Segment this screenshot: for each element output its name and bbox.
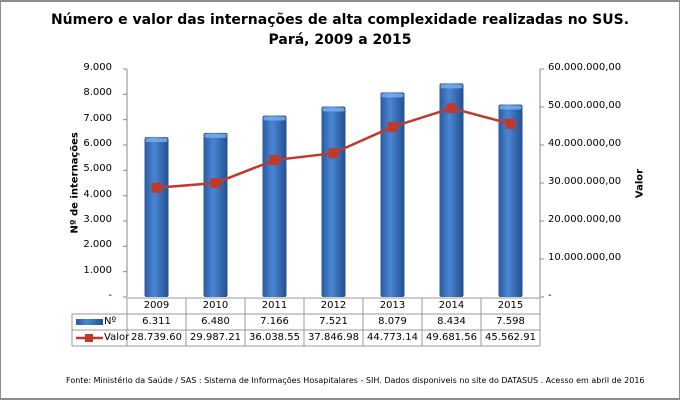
category-label: 2015 <box>497 300 524 311</box>
left-tick-label: 4.000 <box>83 188 112 200</box>
data-label-n: 8.434 <box>437 316 466 327</box>
data-label-n: 8.079 <box>378 316 407 327</box>
left-tick-label: 7.000 <box>83 112 112 124</box>
legend-marker-icon <box>85 334 93 342</box>
bar-2012 <box>321 106 346 297</box>
bar-highlight <box>499 105 522 110</box>
valor-marker-2012 <box>328 148 339 159</box>
legend-label-n: Nº <box>104 316 117 327</box>
legend-bar-icon <box>76 319 103 325</box>
bar-highlight <box>204 133 227 138</box>
right-tick-label: 30.000.000,00 <box>548 176 622 187</box>
bar-2015 <box>498 104 523 297</box>
category-label: 2011 <box>261 300 288 311</box>
category-label: 2009 <box>143 300 170 311</box>
valor-marker-2014 <box>446 103 457 114</box>
left-tick-label: - <box>108 290 112 301</box>
right-tick-label: 40.000.000,00 <box>548 138 622 149</box>
valor-marker-2010 <box>210 178 221 189</box>
left-tick-label: 2.000 <box>83 239 112 251</box>
valor-marker-2013 <box>387 121 398 132</box>
data-label-n: 7.166 <box>260 316 289 327</box>
data-label-n: 7.521 <box>319 316 348 327</box>
valor-marker-2015 <box>505 118 516 129</box>
left-tick-label: 3.000 <box>83 214 112 225</box>
bar-2013 <box>380 92 405 297</box>
bar-highlight <box>322 107 345 112</box>
bar-highlight <box>381 93 404 98</box>
bar-highlight <box>145 138 168 143</box>
left-tick-label: 1.000 <box>83 264 112 276</box>
left-tick-label: 5.000 <box>83 163 112 175</box>
data-label-valor: 49.681.56 <box>426 332 477 343</box>
left-tick-label: 8.000 <box>83 87 112 99</box>
right-tick-label: 50.000.000,00 <box>548 100 622 111</box>
left-tick-label: 6.000 <box>83 138 112 149</box>
data-label-n: 7.598 <box>496 316 525 327</box>
right-tick-label: 60.000.000,00 <box>548 62 622 73</box>
source-note: Fonte: Ministério da Saúde / SAS : Siste… <box>66 376 645 385</box>
data-label-n: 6.480 <box>201 316 230 327</box>
bar-2011 <box>262 115 287 297</box>
bar-2014 <box>439 83 464 297</box>
bar-2010 <box>203 132 228 297</box>
chart-subtitle: Pará, 2009 a 2015 <box>268 32 412 48</box>
left-tick-label: 9.000 <box>83 62 112 73</box>
bar-highlight <box>440 84 463 89</box>
category-label: 2010 <box>202 300 229 311</box>
legend-label-valor: Valor <box>104 332 130 343</box>
category-label: 2014 <box>438 300 465 311</box>
data-label-valor: 37.846.98 <box>308 332 359 343</box>
bar-highlight <box>263 116 286 121</box>
right-tick-label: - <box>548 290 552 301</box>
chart-title: Número e valor das internações de alta c… <box>50 12 630 28</box>
right-tick-label: 10.000.000,00 <box>548 252 622 263</box>
data-label-valor: 36.038.55 <box>249 332 300 343</box>
data-label-valor: 44.773.14 <box>367 332 418 343</box>
valor-marker-2009 <box>151 182 162 193</box>
data-label-valor: 28.739.60 <box>131 332 182 343</box>
data-label-valor: 29.987.21 <box>190 332 241 343</box>
right-tick-label: 20.000.000,00 <box>548 214 622 225</box>
data-label-n: 6.311 <box>142 316 171 327</box>
category-label: 2013 <box>379 300 406 311</box>
valor-marker-2011 <box>269 155 280 166</box>
bar-2009 <box>144 137 169 297</box>
category-label: 2012 <box>320 300 347 311</box>
data-label-valor: 45.562.91 <box>485 332 536 343</box>
